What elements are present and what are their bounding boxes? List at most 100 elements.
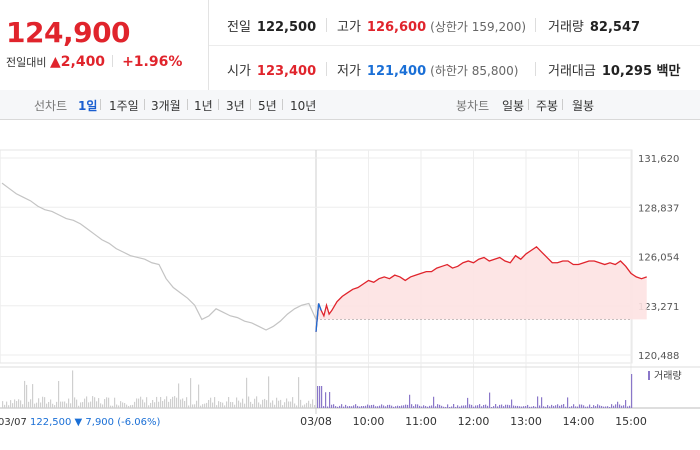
volume-bar [483, 404, 485, 408]
volume-bar [363, 406, 365, 408]
volume-bar [447, 404, 449, 408]
prev-volume-bar [18, 399, 20, 408]
prev-volume-bar [160, 397, 162, 408]
volume-bar [627, 406, 629, 408]
volume-bar [535, 406, 537, 408]
period-3m[interactable]: 3개월 [151, 99, 181, 113]
period-1d[interactable]: 1일 [78, 99, 98, 113]
y-tick-label: 123,271 [638, 302, 679, 313]
prev-volume-bar [146, 397, 148, 408]
prev-volume-bar [186, 397, 188, 408]
prev-volume-bar [44, 397, 46, 408]
volume-bar [555, 405, 557, 408]
volume-bar [527, 404, 529, 408]
prev-volume-bar [80, 402, 82, 408]
volume-bar [317, 386, 319, 408]
period-3y[interactable]: 3년 [226, 99, 245, 113]
prev-volume-bar [250, 401, 252, 408]
prev-volume-bar [256, 396, 258, 408]
prev-volume-bar [82, 402, 84, 408]
volume-bar [419, 405, 421, 408]
candle-monthly[interactable]: 월봉 [572, 99, 595, 113]
upper-limit: (상한가 159,200) [430, 20, 527, 34]
volume-bar [485, 404, 487, 408]
prev-volume-bar [118, 405, 120, 408]
volume-bar [463, 405, 465, 408]
prev-volume-bar [68, 398, 70, 408]
prev-volume-bar [114, 397, 116, 408]
volume-bar [617, 401, 619, 408]
volume-bar [557, 404, 559, 408]
prev-volume-bar [222, 402, 224, 408]
volume-bar [549, 406, 551, 408]
y-tick-label: 120,488 [638, 351, 679, 362]
volume-bar [581, 404, 583, 408]
volume-bar [369, 405, 371, 408]
volume-bar [391, 405, 393, 408]
volume-bar [451, 406, 453, 408]
prev-volume-bar [50, 399, 52, 408]
prev-volume-bar [52, 403, 54, 408]
prev-volume-bar [172, 396, 174, 408]
volume-bar [389, 404, 391, 408]
volume-bar [409, 394, 411, 408]
y-tick-label: 126,054 [638, 253, 679, 264]
volume-bar [367, 404, 369, 408]
volume-bar [397, 405, 399, 408]
prev-volume-bar [204, 403, 206, 408]
change-line: 전일대비 ▲2,400 +1.96% [6, 54, 182, 70]
volume-bar [377, 406, 379, 408]
period-10y[interactable]: 10년 [290, 99, 317, 113]
prev-volume-bar [198, 384, 200, 408]
prev-day-change: ▼ 7,900 (-6.06%) [75, 417, 161, 428]
x-tick-label: 10:00 [353, 415, 385, 428]
volume-bar [467, 397, 469, 408]
prev-volume-bar [162, 401, 164, 408]
volume-bar [329, 391, 331, 408]
up-triangle-icon: ▲ [49, 54, 61, 70]
volume-bar [325, 392, 327, 408]
candle-weekly[interactable]: 주봉 [536, 99, 559, 113]
prev-volume-bar [136, 398, 138, 408]
high: 고가 126,600 (상한가 159,200) [337, 16, 526, 35]
volume-bar [615, 404, 617, 408]
candle-daily[interactable]: 일봉 [502, 99, 525, 113]
volume-bar [611, 404, 613, 408]
prev-volume-bar [184, 400, 186, 408]
prev-volume-bar [20, 400, 22, 408]
volume-bar [361, 406, 363, 408]
quote-panel: 124,900 전일대비 ▲2,400 +1.96% 전일 122,500 고가 1… [0, 0, 700, 91]
volume-legend: 거래량 [654, 370, 682, 382]
volume-bar [493, 406, 495, 408]
prev-volume-bar [242, 398, 244, 408]
prev-volume-bar [282, 405, 284, 408]
volume-bar [435, 406, 437, 408]
prev-volume-bar [150, 402, 152, 408]
y-tick-label: 128,837 [638, 203, 679, 214]
volume-bar [605, 406, 607, 408]
x-tick-label: 03/08 [300, 415, 332, 428]
prev-volume-bar [206, 402, 208, 408]
volume-bar [381, 404, 383, 408]
prev-volume-bar [38, 398, 40, 408]
volume-bar [539, 405, 541, 408]
volume-bar [411, 404, 413, 408]
prev-volume-bar [4, 404, 6, 408]
prev-volume-bar [202, 404, 204, 408]
volume-bar [553, 405, 555, 408]
prev-volume-bar [36, 402, 38, 408]
prev-volume-bar [32, 384, 34, 408]
volume-bar [469, 404, 471, 408]
period-5y[interactable]: 5년 [258, 99, 277, 113]
chart-toolbar: 선차트 1일 1주일 3개월 1년 3년 5년 10년 봉차트 일봉 주봉 월봉 [0, 90, 700, 120]
volume-bar [401, 405, 403, 408]
volume-bar [503, 406, 505, 408]
volume-bar [429, 405, 431, 408]
period-1w[interactable]: 1주일 [109, 99, 139, 113]
high-label: 고가 [337, 20, 361, 35]
prev-day-date: 03/07 [0, 417, 30, 428]
volume-bar [359, 406, 361, 408]
volume-bar [501, 404, 503, 408]
period-1y[interactable]: 1년 [194, 99, 213, 113]
x-tick-label: 12:00 [458, 415, 490, 428]
